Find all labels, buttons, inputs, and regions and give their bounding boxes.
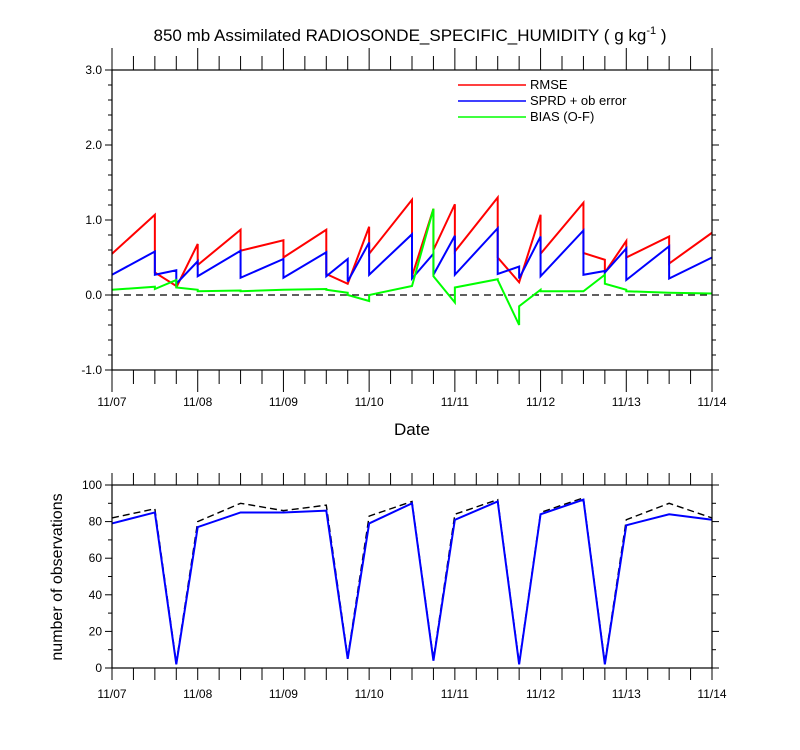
x-tick-label-11-14: 11/14	[697, 395, 726, 409]
y-tick-label-1-0: -1.0	[81, 363, 102, 377]
legend-label-sprd: SPRD + ob error	[530, 93, 627, 108]
chart-title-superscript: -1	[646, 25, 656, 37]
y-tick-label-100: 100	[82, 478, 102, 492]
x-tick-label-11-13: 11/13	[612, 687, 641, 701]
bottom-plot-frame	[111, 484, 713, 669]
bottom-x-tick-labels: 11/07 11/08 11/09 11/10 11/11 11/12 11/13 11/14	[97, 687, 726, 701]
y-tick-label-2-0: 2.0	[85, 138, 102, 152]
y-tick-label-60: 60	[89, 551, 103, 565]
top-chart: -1.00.01.02.03.0 11/07 11/08 11/09 11/10 11/…	[81, 48, 727, 439]
y-tick-label-0-0: 0.0	[85, 288, 102, 302]
y-tick-label-0: 0	[95, 661, 102, 675]
x-tick-label-11-09: 11/09	[269, 395, 298, 409]
chart-title: 850 mb Assimilated RADIOSONDE_SPECIFIC_H…	[154, 25, 667, 45]
legend-label-rmse: RMSE	[530, 77, 568, 92]
series-line-possible-observations	[111, 496, 713, 663]
top-x-tick-labels: 11/07 11/08 11/09 11/10 11/11 11/12 11/13 11/14	[97, 395, 726, 409]
x-tick-label-11-07: 11/07	[97, 395, 126, 409]
legend-label-bias: BIAS (O-F)	[530, 109, 594, 124]
y-tick-label-40: 40	[89, 588, 103, 602]
x-tick-label-11-08: 11/08	[183, 687, 212, 701]
top-plot-frame	[111, 69, 713, 371]
x-tick-label-11-12: 11/12	[526, 395, 555, 409]
x-tick-label-11-10: 11/10	[355, 687, 384, 701]
x-tick-label-11-10: 11/10	[355, 395, 384, 409]
x-tick-label-11-12: 11/12	[526, 687, 555, 701]
x-tick-label-11-11: 11/11	[441, 395, 470, 409]
x-tick-label-11-09: 11/09	[269, 687, 298, 701]
legend: RMSE SPRD + ob error BIAS (O-F)	[458, 77, 627, 124]
series-line-bias-o-f	[111, 208, 713, 326]
chart-title-tail: )	[656, 26, 666, 45]
y-tick-label-80: 80	[89, 515, 103, 529]
y-tick-label-3-0: 3.0	[85, 63, 102, 77]
x-tick-label-11-11: 11/11	[441, 687, 470, 701]
top-axis-ticks	[105, 48, 719, 392]
x-tick-label-11-07: 11/07	[97, 687, 126, 701]
series-line-sprd-ob-error	[111, 225, 713, 287]
bottom-y-tick-labels: 0 20 40 60 80 100	[82, 478, 102, 675]
bottom-series	[111, 496, 713, 665]
x-tick-label-11-14: 11/14	[697, 687, 726, 701]
x-tick-label-11-08: 11/08	[183, 395, 212, 409]
top-series	[111, 194, 713, 326]
x-tick-label-11-13: 11/13	[612, 395, 641, 409]
top-x-axis-label: Date	[394, 420, 430, 439]
series-line-used-observations	[111, 498, 713, 665]
chart-title-main: 850 mb Assimilated RADIOSONDE_SPECIFIC_H…	[154, 26, 647, 45]
top-y-tick-labels: -1.0 0.0 1.0 2.0 3.0	[81, 63, 102, 377]
bottom-y-axis-label: number of observations	[49, 493, 66, 660]
y-tick-label-1-0: 1.0	[85, 213, 102, 227]
y-tick-label-20: 20	[89, 624, 103, 638]
bottom-axis-ticks	[105, 473, 719, 680]
